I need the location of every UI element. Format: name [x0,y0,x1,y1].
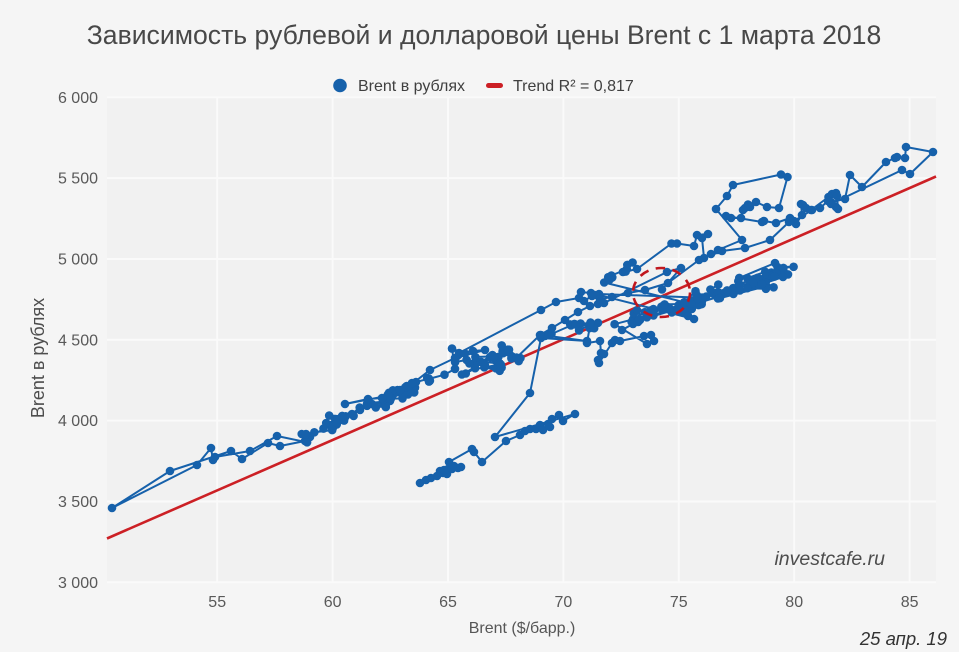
svg-text:70: 70 [555,594,573,611]
svg-text:investcafe.ru: investcafe.ru [774,548,885,570]
svg-text:85: 85 [901,594,919,611]
svg-text:5 500: 5 500 [58,171,98,188]
svg-text:Brent в рублях: Brent в рублях [358,78,465,95]
svg-text:60: 60 [324,594,342,611]
svg-text:3 500: 3 500 [58,494,98,511]
svg-text:6 000: 6 000 [58,90,98,107]
svg-text:55: 55 [208,594,226,611]
svg-text:Brent в рублях: Brent в рублях [28,298,48,418]
svg-text:4 500: 4 500 [58,332,98,349]
svg-text:3 000: 3 000 [58,575,98,592]
svg-text:75: 75 [670,594,688,611]
svg-text:4 000: 4 000 [58,413,98,430]
svg-text:5 000: 5 000 [58,252,98,269]
svg-text:80: 80 [785,594,803,611]
svg-text:25 апр. 19: 25 апр. 19 [859,628,947,649]
svg-text:Trend R² = 0,817: Trend R² = 0,817 [513,78,634,95]
svg-text:Brent ($/барр.): Brent ($/барр.) [469,620,576,637]
svg-text:65: 65 [439,594,457,611]
svg-text:Зависимость рублевой и долларо: Зависимость рублевой и долларовой цены B… [87,20,882,50]
